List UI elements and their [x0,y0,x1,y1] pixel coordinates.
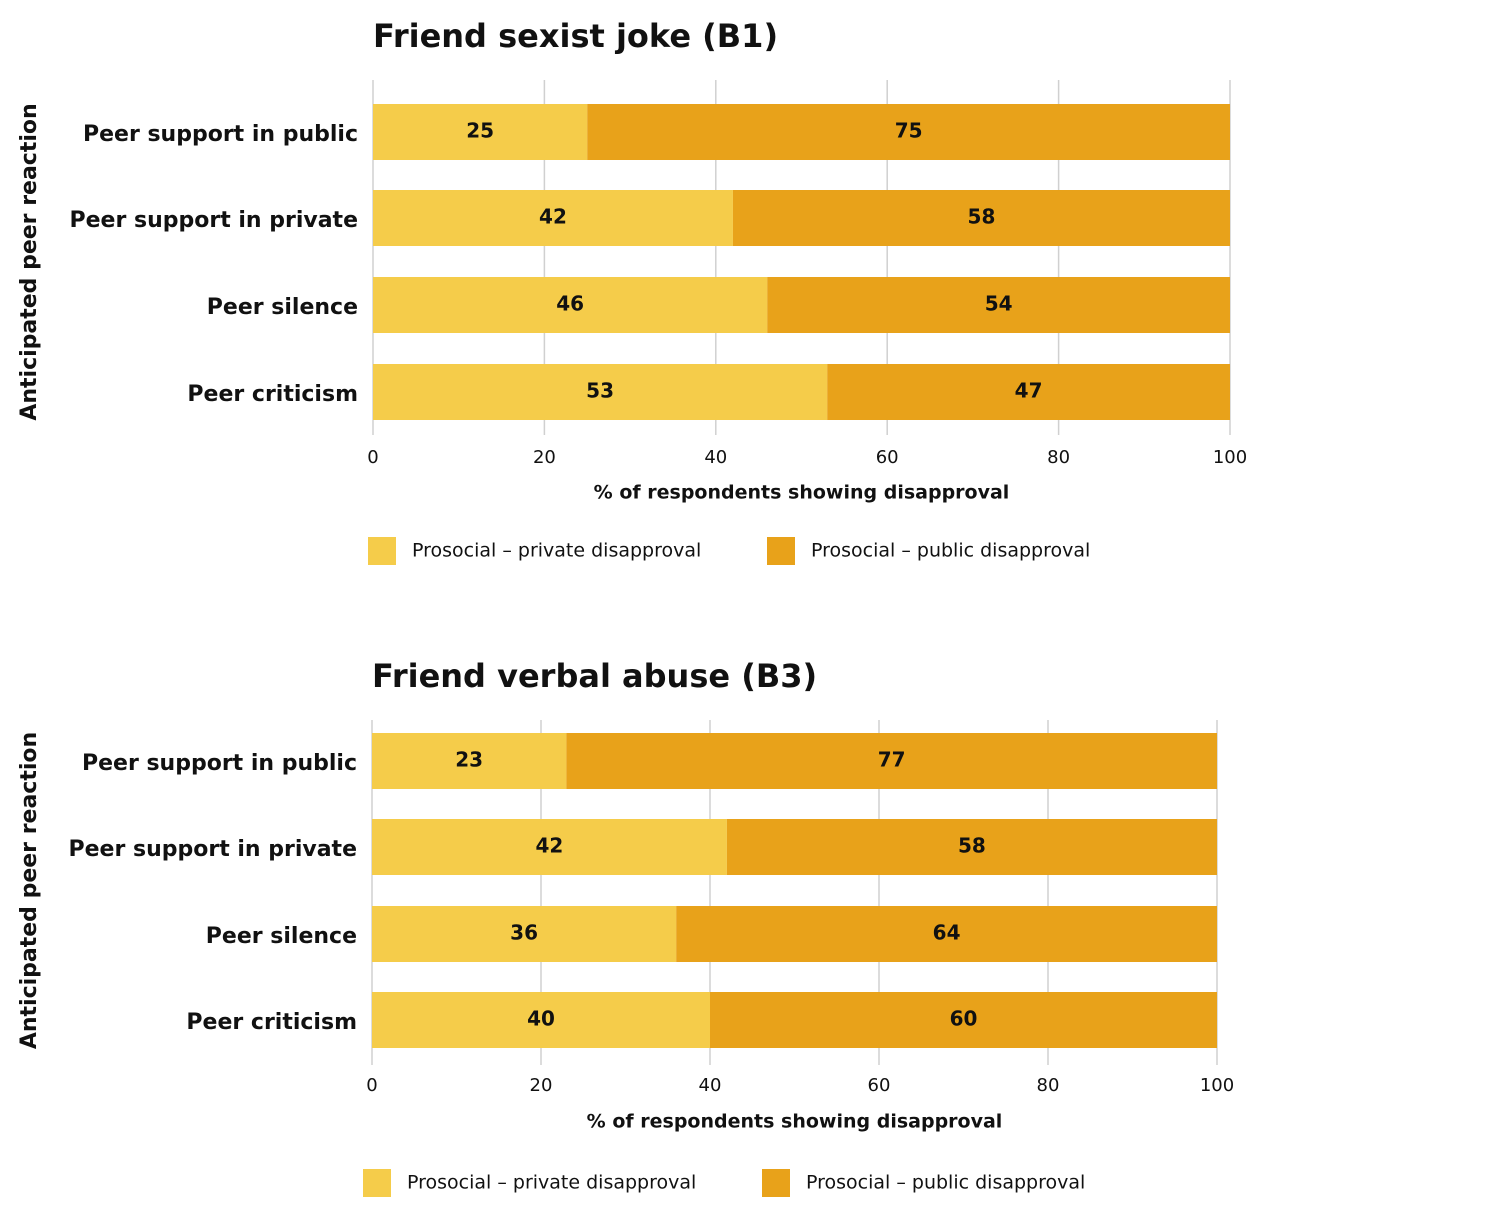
category-label: Peer support in public [83,122,358,147]
data-label: 54 [985,292,1013,316]
category-label: Peer criticism [186,1010,357,1035]
x-tick-label: 40 [699,1075,722,1096]
x-tick-label: 80 [1047,447,1070,468]
data-label: 42 [536,834,564,858]
data-label: 47 [1015,379,1043,403]
x-tick-label: 0 [367,447,378,468]
x-tick-label: 100 [1213,447,1247,468]
data-label: 42 [539,205,567,229]
data-label: 58 [958,834,986,858]
data-label: 25 [466,119,494,143]
legend-label: Prosocial – public disapproval [811,540,1090,562]
x-tick-label: 100 [1200,1075,1234,1096]
x-tick-label: 40 [704,447,727,468]
x-axis-label: % of respondents showing disapproval [594,482,1010,504]
chart-title: Friend sexist joke (B1) [373,17,778,55]
category-label: Peer silence [206,924,357,949]
legend-swatch [762,1169,790,1197]
x-tick-label: 60 [868,1075,891,1096]
legend-label: Prosocial – public disapproval [806,1172,1085,1194]
data-label: 53 [586,379,614,403]
legend-swatch [368,537,396,565]
data-label: 40 [527,1007,555,1031]
category-label: Peer criticism [187,382,358,407]
data-label: 36 [510,921,538,945]
category-label: Peer support in public [82,751,357,776]
data-label: 60 [950,1007,978,1031]
data-label: 46 [556,292,584,316]
y-axis-label: Anticipated peer reaction [17,732,42,1049]
y-axis-label: Anticipated peer reaction [17,103,42,420]
bar-segment [587,104,1230,160]
bar-segment [372,819,727,875]
bar-segment [373,190,733,246]
legend-label: Prosocial – private disapproval [412,540,701,562]
bar-segment [373,277,768,333]
bar-segment [372,733,567,789]
data-label: 58 [968,205,996,229]
data-label: 75 [895,119,923,143]
bar-segment [566,733,1217,789]
x-tick-label: 60 [876,447,899,468]
x-tick-label: 20 [530,1075,553,1096]
bar-segment [676,906,1217,962]
x-tick-label: 0 [366,1075,377,1096]
bar-segment [372,992,710,1048]
bar-segment [372,906,677,962]
legend-label: Prosocial – private disapproval [407,1172,696,1194]
category-label: Peer support in private [69,837,358,862]
bar-segment [827,364,1230,420]
data-label: 77 [878,748,906,772]
legend-swatch [363,1169,391,1197]
data-label: 64 [933,921,961,945]
category-label: Peer support in private [70,208,359,233]
bar-segment [710,992,1217,1048]
x-tick-label: 20 [533,447,556,468]
legend-swatch [767,537,795,565]
bar-segment [732,190,1230,246]
bar-segment [373,104,588,160]
bar-segment [726,819,1217,875]
x-axis-label: % of respondents showing disapproval [587,1111,1003,1133]
chart-title: Friend verbal abuse (B3) [372,657,817,695]
x-tick-label: 80 [1037,1075,1060,1096]
data-label: 23 [455,748,483,772]
bar-segment [767,277,1230,333]
category-label: Peer silence [207,295,358,320]
bar-segment [373,364,828,420]
